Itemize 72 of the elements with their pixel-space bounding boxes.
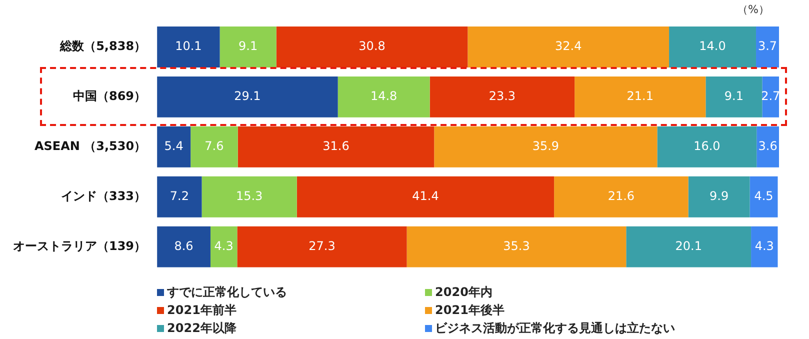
data-label: 14.0 [699,39,726,54]
legend-label: 2021年前半 [167,302,236,319]
data-label: 21.1 [626,89,654,104]
data-label: 10.1 [175,39,202,54]
bar [157,226,210,268]
bar [756,126,779,168]
data-label: 8.6 [174,238,194,253]
data-label: 4.5 [754,188,774,203]
y-tick-label: ASEAN （3,530） [34,139,146,154]
bar [762,76,779,118]
y-tick-label: インド（333） [60,188,146,203]
bar [237,226,407,268]
bar [157,126,191,168]
data-label: 41.4 [412,188,439,203]
data-label: 23.3 [488,89,516,104]
y-tick-label: オーストラリア（139） [12,238,146,253]
bar [434,126,658,168]
data-label: 14.8 [370,89,398,104]
legend-label: 2020年内 [435,284,492,301]
data-label: 9.1 [238,39,258,54]
data-label: 31.6 [322,139,350,154]
bar [157,26,220,68]
legend-label: 2021年後半 [435,302,504,319]
legend-label: ビジネス活動が正常化する見通しは立たない [435,320,676,337]
data-label: 15.3 [236,188,263,203]
data-label: 21.6 [608,188,635,203]
bar [750,176,778,218]
data-label: 7.2 [170,188,189,203]
data-label: 35.3 [503,238,530,253]
bar [296,176,554,218]
data-label: 20.1 [675,238,702,253]
legend-label: すでに正常化している [167,284,288,301]
bar [554,176,688,218]
bar [430,76,575,118]
bar [657,126,757,168]
data-label: 4.3 [214,238,234,253]
bar [276,26,468,68]
bar [210,226,238,268]
data-label: 2.7 [761,89,780,104]
y-tick-label: 中国（869） [72,89,146,104]
bar [688,176,750,218]
data-label: 9.1 [724,89,744,104]
data-label: 35.9 [532,139,560,154]
bar [238,126,434,168]
data-label: 7.6 [204,139,224,154]
legend-label: 2022年以降 [167,320,236,337]
bar [157,76,338,118]
bar [706,76,762,118]
bar [157,176,202,218]
bar [468,26,670,68]
bar [406,226,626,268]
bar [190,126,238,168]
data-label: 9.9 [709,188,729,203]
data-label: 5.4 [164,139,184,154]
data-label: 32.4 [555,39,582,54]
bar [751,226,778,268]
y-tick-label: 総数（5,838） [59,39,146,54]
bar [338,76,430,118]
data-label: 27.3 [308,238,336,253]
bar [574,76,706,118]
data-label: 4.3 [754,238,774,253]
data-label: 16.0 [694,139,720,154]
bar [669,26,756,68]
bar [756,26,779,68]
data-label: 3.6 [758,139,778,154]
bar [202,176,297,218]
data-label: 29.1 [234,89,261,104]
bar [626,226,752,268]
data-label: 30.8 [358,39,386,54]
data-label: 3.7 [758,39,778,54]
text: （%） [737,2,770,17]
bar [220,26,276,68]
